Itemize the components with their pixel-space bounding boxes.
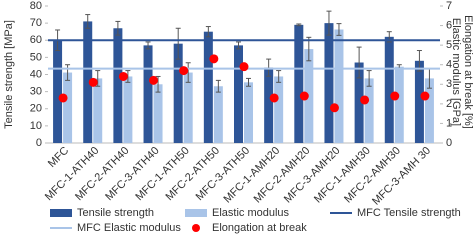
bar: [63, 72, 73, 143]
point: [118, 71, 128, 81]
error-bar: [246, 77, 251, 87]
error-bar: [296, 23, 302, 27]
error-bar: [236, 41, 241, 50]
point: [239, 62, 249, 72]
point: [58, 93, 68, 103]
point: [209, 54, 219, 64]
error-bar: [336, 23, 342, 36]
error-bar: [276, 70, 282, 83]
legend-swatch: [185, 209, 207, 217]
bar: [203, 31, 213, 143]
bar: [424, 78, 434, 143]
y2-axis-title: Elongation at break [%]: [462, 15, 474, 129]
legend-label: MFC Tensile strength: [357, 207, 461, 219]
bar: [153, 84, 163, 143]
error-bar: [366, 70, 372, 87]
legend-swatch: [50, 209, 72, 217]
error-bar: [145, 41, 151, 50]
y-tick-label: 80: [30, 0, 42, 12]
y-tick-label: 60: [30, 34, 42, 46]
error-bar: [155, 75, 161, 93]
point: [88, 77, 98, 87]
point: [390, 91, 400, 101]
error-bar: [115, 20, 121, 36]
bar: [274, 76, 284, 143]
y2-tick-label: 7: [446, 0, 452, 12]
bar: [384, 36, 394, 144]
bar: [93, 78, 103, 143]
error-bar: [356, 46, 362, 79]
bar: [53, 40, 63, 143]
y2-tick-label: 5: [446, 39, 452, 51]
y-tick-label: 30: [30, 86, 42, 98]
y2-tick-label: 1: [446, 117, 452, 129]
bar: [354, 62, 364, 144]
y-tick-label: 50: [30, 51, 42, 63]
y2-axis-title: Elastic modulus [GPa]: [450, 18, 462, 126]
bar: [414, 60, 424, 143]
y-tick-label: 20: [30, 103, 42, 115]
error-bar: [215, 79, 221, 93]
error-bar: [65, 64, 71, 81]
bar: [244, 82, 253, 143]
point: [360, 95, 370, 105]
point: [329, 103, 339, 113]
bar: [364, 78, 374, 143]
chart: Tensile strength [MPa] Elastic modulus [G…: [3, 0, 474, 234]
legend-label: Elongation at break: [212, 222, 307, 234]
error-bar: [185, 62, 191, 83]
bar: [234, 45, 243, 144]
point: [269, 93, 279, 103]
y-tick-label: 70: [30, 17, 42, 29]
point: [299, 91, 309, 101]
legend-swatch: [192, 224, 200, 232]
y-tick-label: 10: [30, 120, 42, 132]
error-bar: [205, 26, 211, 38]
error-bar: [95, 70, 101, 87]
y2-tick-label: 3: [446, 78, 452, 90]
error-bar: [175, 27, 181, 60]
y2-tick-label: 2: [446, 98, 452, 110]
y2-tick-label: 4: [446, 59, 452, 71]
bar: [324, 23, 334, 143]
bar: [294, 24, 304, 143]
y-tick-label: 40: [30, 68, 42, 80]
bar: [334, 29, 344, 143]
bar: [183, 72, 193, 143]
y-tick-label: 0: [36, 137, 42, 149]
bar: [394, 66, 404, 143]
error-bar: [85, 14, 91, 29]
y-axis-title: Tensile strength [MPa]: [3, 20, 15, 129]
x-tick-label: MFC: [46, 145, 71, 170]
point: [179, 66, 189, 76]
legend-label: Tensile strength: [77, 207, 154, 219]
bar: [264, 67, 274, 143]
legend-label: MFC Elastic modulus: [77, 222, 181, 234]
bar: [113, 28, 123, 144]
y2-tick-label: 6: [446, 19, 452, 31]
bar: [173, 43, 183, 143]
legend-label: Elastic modulus: [212, 207, 290, 219]
point: [420, 91, 430, 101]
point: [149, 75, 159, 85]
y2-tick-label: 0: [446, 137, 452, 149]
error-bar: [326, 10, 332, 36]
bar: [123, 76, 133, 143]
bar: [143, 45, 153, 144]
bar: [83, 21, 93, 144]
bar: [213, 86, 223, 143]
